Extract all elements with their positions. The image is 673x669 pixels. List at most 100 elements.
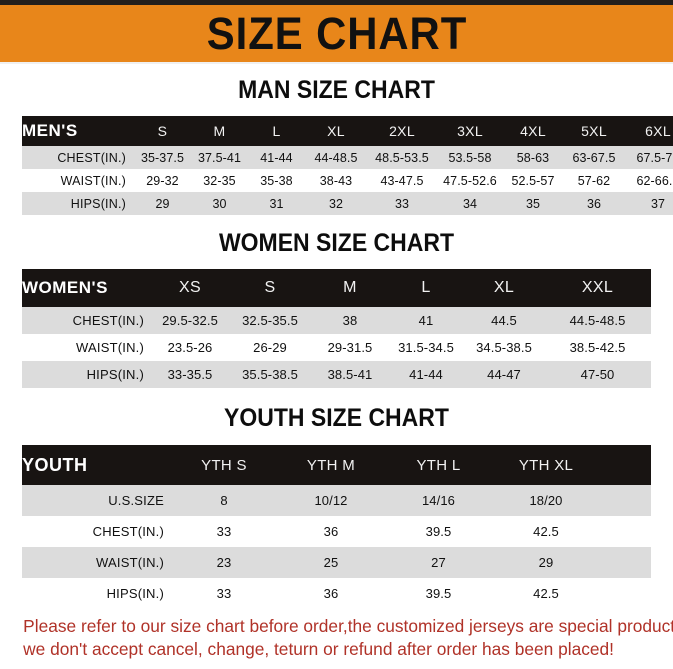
table-youth-col-1: YTH M	[306, 456, 356, 474]
table-youth-row-1-label: CHEST(IN.)	[92, 524, 164, 539]
section-title-youth: YOUTH SIZE CHART	[224, 404, 449, 432]
table-youth-col-0: YTH S	[201, 456, 247, 474]
table-women-col-0: XS	[179, 279, 201, 296]
table-man-col-1: M	[213, 123, 226, 139]
page-banner: SIZE CHART	[0, 5, 673, 64]
table-youth-cell-3-3: 42.5	[533, 586, 559, 601]
table-row: HIPS(IN.) 29 30 31 32 33 34 35 36 37	[22, 192, 673, 215]
table-youth-cell-1-spacer	[601, 516, 651, 547]
table-women-cell-1-5: 38.5-42.5	[569, 340, 626, 355]
table-row: HIPS(IN.) 33-35.5 35.5-38.5 38.5-41 41-4…	[22, 361, 651, 388]
table-man-cell-1-5: 47.5-52.6	[443, 173, 497, 188]
table-man-cell-1-0: 29-32	[146, 173, 179, 188]
table-man-cell-2-4: 33	[394, 196, 410, 211]
table-row: U.S.SIZE 8 10/12 14/16 18/20	[22, 485, 651, 516]
table-man-cell-2-1: 30	[212, 196, 227, 211]
table-youth-cell-3-spacer	[601, 578, 651, 609]
table-man: MEN'S S M L XL 2XL 3XL 4XL 5XL 6XL CHEST…	[22, 116, 673, 215]
table-man-row-1-label: WAIST(IN.)	[60, 173, 126, 188]
table-man-cell-1-1: 32-35	[203, 173, 236, 188]
table-women-row-2-label: HIPS(IN.)	[86, 367, 144, 382]
table-women-cell-2-2: 38.5-41	[327, 367, 373, 382]
top-divider-strip	[0, 0, 673, 5]
table-man-header-row: MEN'S S M L XL 2XL 3XL 4XL 5XL 6XL	[22, 116, 673, 146]
table-youth-cell-0-3: 18/20	[529, 493, 563, 508]
table-women-cell-1-0: 23.5-26	[167, 340, 213, 355]
table-women-cell-1-3: 31.5-34.5	[398, 340, 454, 355]
table-man-cell-2-2: 31	[269, 196, 284, 211]
section-title-man: MAN SIZE CHART	[238, 76, 435, 104]
table-man-cell-0-5: 53.5-58	[448, 150, 492, 165]
footer-line-2: we don't accept cancel, change, teturn o…	[23, 638, 614, 659]
table-man-cell-0-1: 37.5-41	[197, 150, 242, 165]
table-man-cell-2-5: 34	[462, 196, 478, 211]
table-youth-cell-0-1: 10/12	[314, 493, 348, 508]
table-row: WAIST(IN.) 29-32 32-35 35-38 38-43 43-47…	[22, 169, 673, 192]
table-women-col-2: M	[343, 279, 357, 296]
table-man-corner-label: MEN'S	[22, 121, 78, 140]
table-women-cell-2-5: 47-50	[580, 367, 615, 382]
table-youth-cell-1-0: 33	[216, 524, 232, 539]
table-youth-row-3-label: HIPS(IN.)	[106, 586, 164, 601]
table-youth-cell-1-3: 42.5	[533, 524, 559, 539]
table-man-cell-0-6: 58-63	[516, 150, 550, 165]
table-women-cell-0-4: 44.5	[491, 313, 517, 328]
table-row: CHEST(IN.) 35-37.5 37.5-41 41-44 44-48.5…	[22, 146, 673, 169]
table-youth-cell-2-3: 29	[538, 555, 554, 570]
table-women: WOMEN'S XS S M L XL XXL CHEST(IN.) 29.5-…	[22, 269, 651, 388]
table-man-cell-0-0: 35-37.5	[140, 150, 185, 165]
table-man-cell-0-7: 63-67.5	[572, 150, 616, 165]
table-women-cell-2-4: 44-47	[487, 367, 521, 382]
table-man-cell-0-8: 67.5-72	[636, 150, 673, 165]
page-title: SIZE CHART	[206, 8, 467, 59]
table-man-cell-2-6: 35	[525, 196, 541, 211]
table-youth-cell-0-spacer	[601, 485, 651, 516]
table-youth-header-row: YOUTH YTH S YTH M YTH L YTH XL	[22, 445, 651, 485]
table-youth-cell-3-1: 36	[323, 586, 339, 601]
table-youth-cell-2-0: 23	[216, 555, 232, 570]
table-women-header-row: WOMEN'S XS S M L XL XXL	[22, 269, 651, 307]
table-man-cell-2-3: 32	[328, 196, 344, 211]
table-youth-row-0-label: U.S.SIZE	[108, 493, 164, 508]
table-row: WAIST(IN.) 23.5-26 26-29 29-31.5 31.5-34…	[22, 334, 651, 361]
table-man-cell-1-6: 52.5-57	[511, 173, 555, 188]
table-man-col-5: 3XL	[457, 123, 483, 139]
section-man: MAN SIZE CHART MEN'S S M L XL 2XL 3XL 4X…	[0, 64, 673, 215]
table-man-col-8: 6XL	[645, 123, 671, 139]
table-man-cell-0-4: 48.5-53.5	[375, 150, 429, 165]
table-women-cell-2-1: 35.5-38.5	[242, 367, 298, 382]
table-man-cell-2-8: 37	[650, 196, 666, 211]
footer-disclaimer: Please refer to our size chart before or…	[3, 615, 673, 669]
section-title-women: WOMEN SIZE CHART	[218, 229, 455, 257]
table-youth-cell-1-2: 39.5	[425, 524, 452, 539]
table-man-col-3: XL	[327, 123, 345, 139]
section-youth: YOUTH SIZE CHART YOUTH YTH S YTH M YTH L…	[0, 388, 673, 609]
table-women-row-0-label: CHEST(IN.)	[72, 313, 144, 328]
table-row: HIPS(IN.) 33 36 39.5 42.5	[22, 578, 651, 609]
table-youth-cell-3-0: 33	[216, 586, 232, 601]
table-women-cell-0-1: 32.5-35.5	[242, 313, 298, 328]
table-women-cell-0-2: 38	[342, 313, 358, 328]
footer-line-1: Please refer to our size chart before or…	[23, 615, 673, 636]
section-women: WOMEN SIZE CHART WOMEN'S XS S M L XL XXL	[0, 215, 673, 388]
table-youth-col-3: YTH XL	[518, 456, 574, 474]
table-man-cell-2-0: 29	[155, 196, 170, 211]
table-women-cell-2-0: 33-35.5	[167, 367, 213, 382]
table-man-col-0: S	[157, 123, 168, 139]
table-youth-row-2-label: WAIST(IN.)	[96, 555, 164, 570]
table-youth-corner-label: YOUTH	[22, 454, 88, 475]
table-women-corner-label: WOMEN'S	[22, 278, 108, 297]
table-row: CHEST(IN.) 33 36 39.5 42.5	[22, 516, 651, 547]
table-youth-col-spacer	[601, 445, 651, 485]
table-women-cell-2-3: 41-44	[409, 367, 443, 382]
table-women-cell-0-0: 29.5-32.5	[162, 313, 218, 328]
table-man-cell-1-3: 38-43	[319, 173, 353, 188]
table-row: WAIST(IN.) 23 25 27 29	[22, 547, 651, 578]
table-man-row-2-label: HIPS(IN.)	[70, 196, 126, 211]
table-row: CHEST(IN.) 29.5-32.5 32.5-35.5 38 41 44.…	[22, 307, 651, 334]
table-youth-cell-3-2: 39.5	[425, 586, 452, 601]
table-women-cell-0-3: 41	[418, 313, 434, 328]
table-women-cell-0-5: 44.5-48.5	[569, 313, 626, 328]
table-women-col-4: XL	[493, 279, 515, 296]
table-women-col-3: L	[421, 279, 431, 296]
